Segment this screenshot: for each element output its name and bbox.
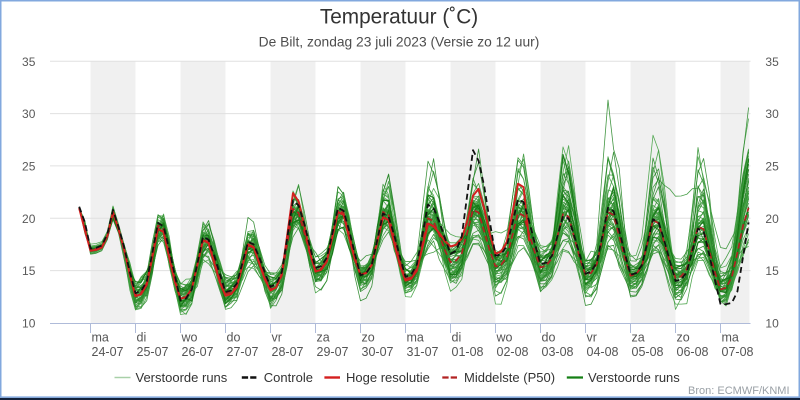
svg-text:di: di bbox=[452, 330, 462, 344]
svg-text:wo: wo bbox=[496, 330, 513, 344]
svg-text:06-08: 06-08 bbox=[677, 345, 709, 359]
svg-text:07-08: 07-08 bbox=[722, 345, 754, 359]
svg-text:do: do bbox=[542, 330, 556, 344]
svg-text:vr: vr bbox=[272, 330, 282, 344]
svg-text:wo: wo bbox=[181, 330, 198, 344]
svg-text:29-07: 29-07 bbox=[317, 345, 349, 359]
svg-text:do: do bbox=[227, 330, 241, 344]
svg-text:Controle: Controle bbox=[264, 370, 313, 385]
svg-text:Hoge resolutie: Hoge resolutie bbox=[346, 370, 430, 385]
svg-text:zo: zo bbox=[677, 330, 690, 344]
svg-text:25: 25 bbox=[22, 160, 36, 174]
svg-text:25: 25 bbox=[765, 160, 779, 174]
svg-text:35: 35 bbox=[765, 55, 779, 69]
svg-text:02-08: 02-08 bbox=[497, 345, 529, 359]
svg-text:zo: zo bbox=[362, 330, 375, 344]
svg-text:Verstoorde runs: Verstoorde runs bbox=[136, 370, 228, 385]
svg-text:15: 15 bbox=[765, 264, 779, 278]
svg-text:03-08: 03-08 bbox=[542, 345, 574, 359]
svg-text:ma: ma bbox=[722, 330, 739, 344]
svg-text:vr: vr bbox=[587, 330, 597, 344]
svg-text:01-08: 01-08 bbox=[452, 345, 484, 359]
svg-text:26-07: 26-07 bbox=[182, 345, 214, 359]
svg-text:ma: ma bbox=[92, 330, 109, 344]
svg-text:10: 10 bbox=[765, 317, 779, 331]
svg-text:05-08: 05-08 bbox=[632, 345, 664, 359]
svg-text:De Bilt, zondag 23 juli 2023 (: De Bilt, zondag 23 juli 2023 (Versie zo … bbox=[259, 35, 540, 50]
svg-text:04-08: 04-08 bbox=[587, 345, 619, 359]
svg-text:di: di bbox=[137, 330, 147, 344]
svg-text:25-07: 25-07 bbox=[137, 345, 169, 359]
svg-text:Bron: ECMWF/KNMI: Bron: ECMWF/KNMI bbox=[688, 385, 789, 397]
svg-text:31-07: 31-07 bbox=[407, 345, 439, 359]
svg-text:20: 20 bbox=[765, 212, 779, 226]
svg-text:10: 10 bbox=[22, 317, 36, 331]
svg-text:Verstoorde runs: Verstoorde runs bbox=[588, 370, 680, 385]
svg-text:28-07: 28-07 bbox=[272, 345, 304, 359]
svg-text:Temperatuur (˚C): Temperatuur (˚C) bbox=[320, 5, 478, 28]
svg-text:24-07: 24-07 bbox=[92, 345, 124, 359]
svg-text:15: 15 bbox=[22, 264, 36, 278]
svg-text:35: 35 bbox=[22, 55, 36, 69]
svg-text:za: za bbox=[317, 330, 330, 344]
svg-text:za: za bbox=[632, 330, 645, 344]
svg-text:30-07: 30-07 bbox=[362, 345, 394, 359]
svg-text:30: 30 bbox=[765, 107, 779, 121]
svg-text:20: 20 bbox=[22, 212, 36, 226]
svg-text:30: 30 bbox=[22, 107, 36, 121]
svg-text:27-07: 27-07 bbox=[227, 345, 259, 359]
svg-text:ma: ma bbox=[407, 330, 424, 344]
svg-text:Middelste (P50): Middelste (P50) bbox=[464, 370, 555, 385]
